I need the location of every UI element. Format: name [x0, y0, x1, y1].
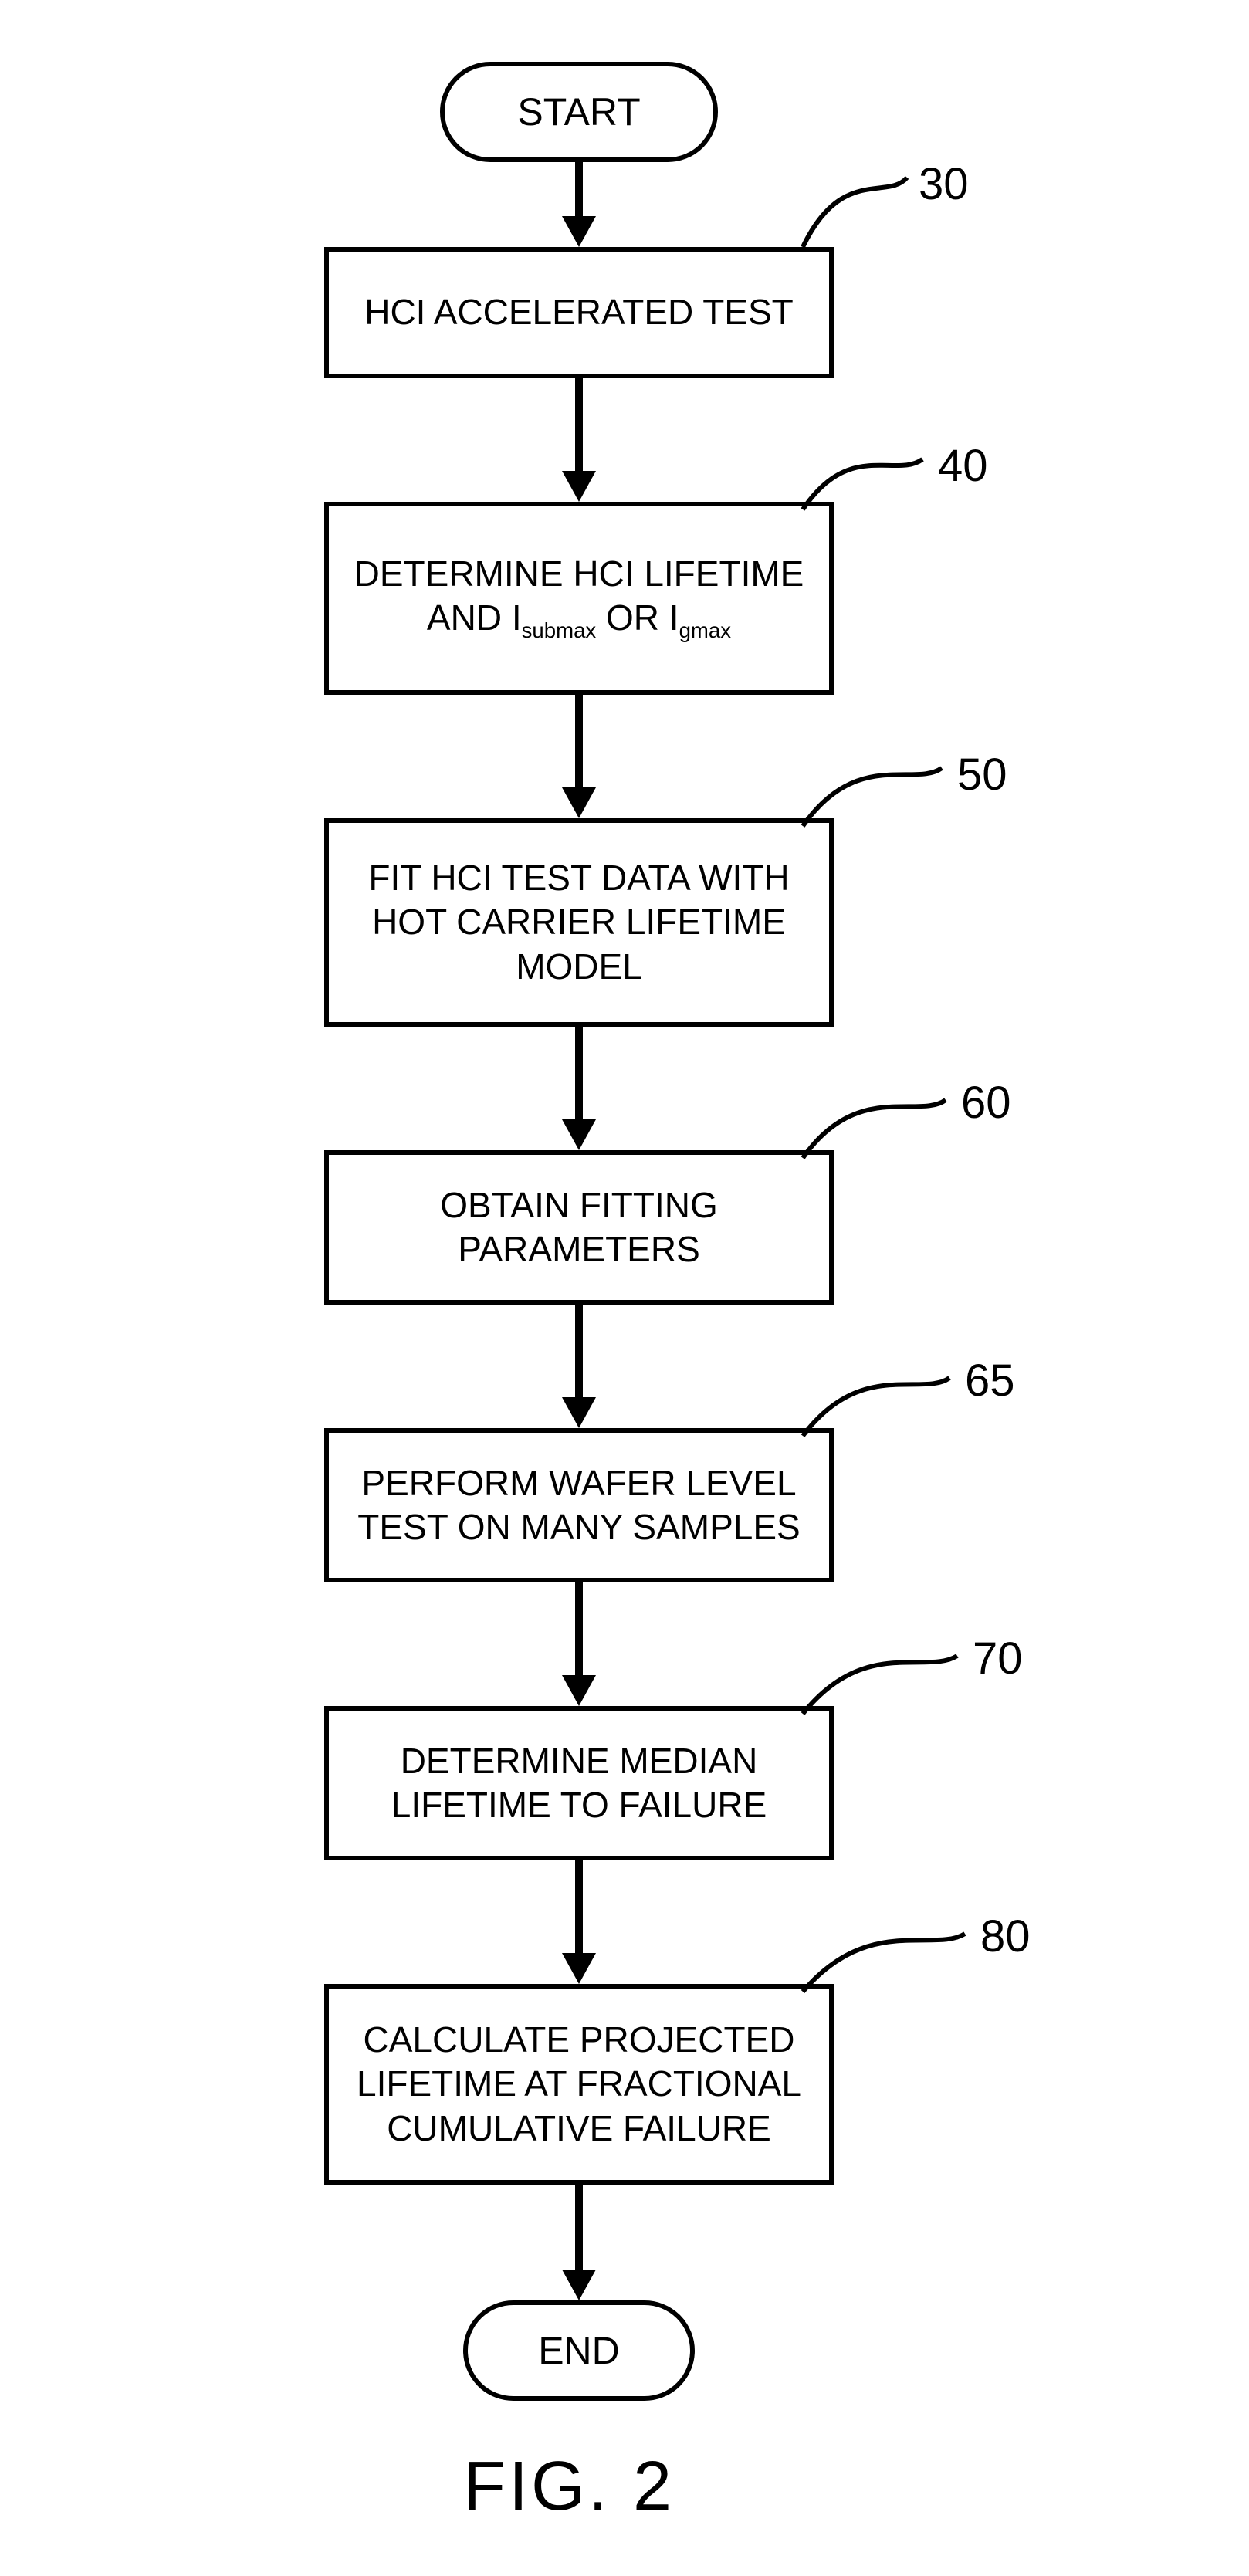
node-label: CALCULATE PROJECTEDLIFETIME AT FRACTIONA… [337, 2018, 821, 2151]
ref-label-50: 50 [957, 749, 1007, 801]
ref-label-65: 65 [965, 1355, 1015, 1406]
figure-label: FIG. 2 [463, 2447, 675, 2527]
node-n30: HCI ACCELERATED TEST [324, 247, 834, 378]
node-label: HCI ACCELERATED TEST [337, 290, 821, 335]
edge-arrowhead [562, 1119, 596, 1150]
node-label: START [445, 90, 713, 134]
edge-start-n30 [575, 162, 583, 216]
edge-arrowhead [562, 2270, 596, 2300]
node-label: PERFORM WAFER LEVELTEST ON MANY SAMPLES [337, 1461, 821, 1550]
flowchart-canvas: START HCI ACCELERATED TEST DETERMINE HCI L… [0, 0, 1249, 2576]
ref-label-40: 40 [938, 440, 988, 492]
node-end: END [463, 2300, 695, 2401]
edge-arrowhead [562, 1953, 596, 1984]
callout-30 [795, 158, 915, 255]
node-n70: DETERMINE MEDIANLIFETIME TO FAILURE [324, 1706, 834, 1860]
edge-arrowhead [562, 1675, 596, 1706]
node-label: FIT HCI TEST DATA WITHHOT CARRIER LIFETI… [337, 856, 821, 990]
edge-n80-end [575, 2185, 583, 2270]
ref-label-80: 80 [980, 1911, 1031, 1962]
ref-label-60: 60 [961, 1077, 1011, 1129]
node-label: END [468, 2328, 690, 2373]
edge-arrowhead [562, 1397, 596, 1428]
node-start: START [440, 62, 718, 162]
node-label: OBTAIN FITTINGPARAMETERS [337, 1183, 821, 1272]
edge-n65-n70 [575, 1582, 583, 1675]
edge-n50-n60 [575, 1027, 583, 1119]
edge-n70-n80 [575, 1860, 583, 1953]
node-n60: OBTAIN FITTINGPARAMETERS [324, 1150, 834, 1305]
ref-label-30: 30 [919, 158, 969, 210]
node-label: DETERMINE MEDIANLIFETIME TO FAILURE [337, 1739, 821, 1828]
node-n50: FIT HCI TEST DATA WITHHOT CARRIER LIFETI… [324, 818, 834, 1027]
node-n80: CALCULATE PROJECTEDLIFETIME AT FRACTIONA… [324, 1984, 834, 2185]
edge-arrowhead [562, 787, 596, 818]
edge-n30-n40 [575, 378, 583, 471]
edge-n40-n50 [575, 695, 583, 787]
edge-arrowhead [562, 216, 596, 247]
node-n65: PERFORM WAFER LEVELTEST ON MANY SAMPLES [324, 1428, 834, 1582]
node-n40: DETERMINE HCI LIFETIMEAND Isubmax OR Igm… [324, 502, 834, 695]
ref-label-70: 70 [973, 1633, 1023, 1684]
edge-arrowhead [562, 471, 596, 502]
edge-n60-n65 [575, 1305, 583, 1397]
node-label: DETERMINE HCI LIFETIMEAND Isubmax OR Igm… [337, 552, 821, 645]
